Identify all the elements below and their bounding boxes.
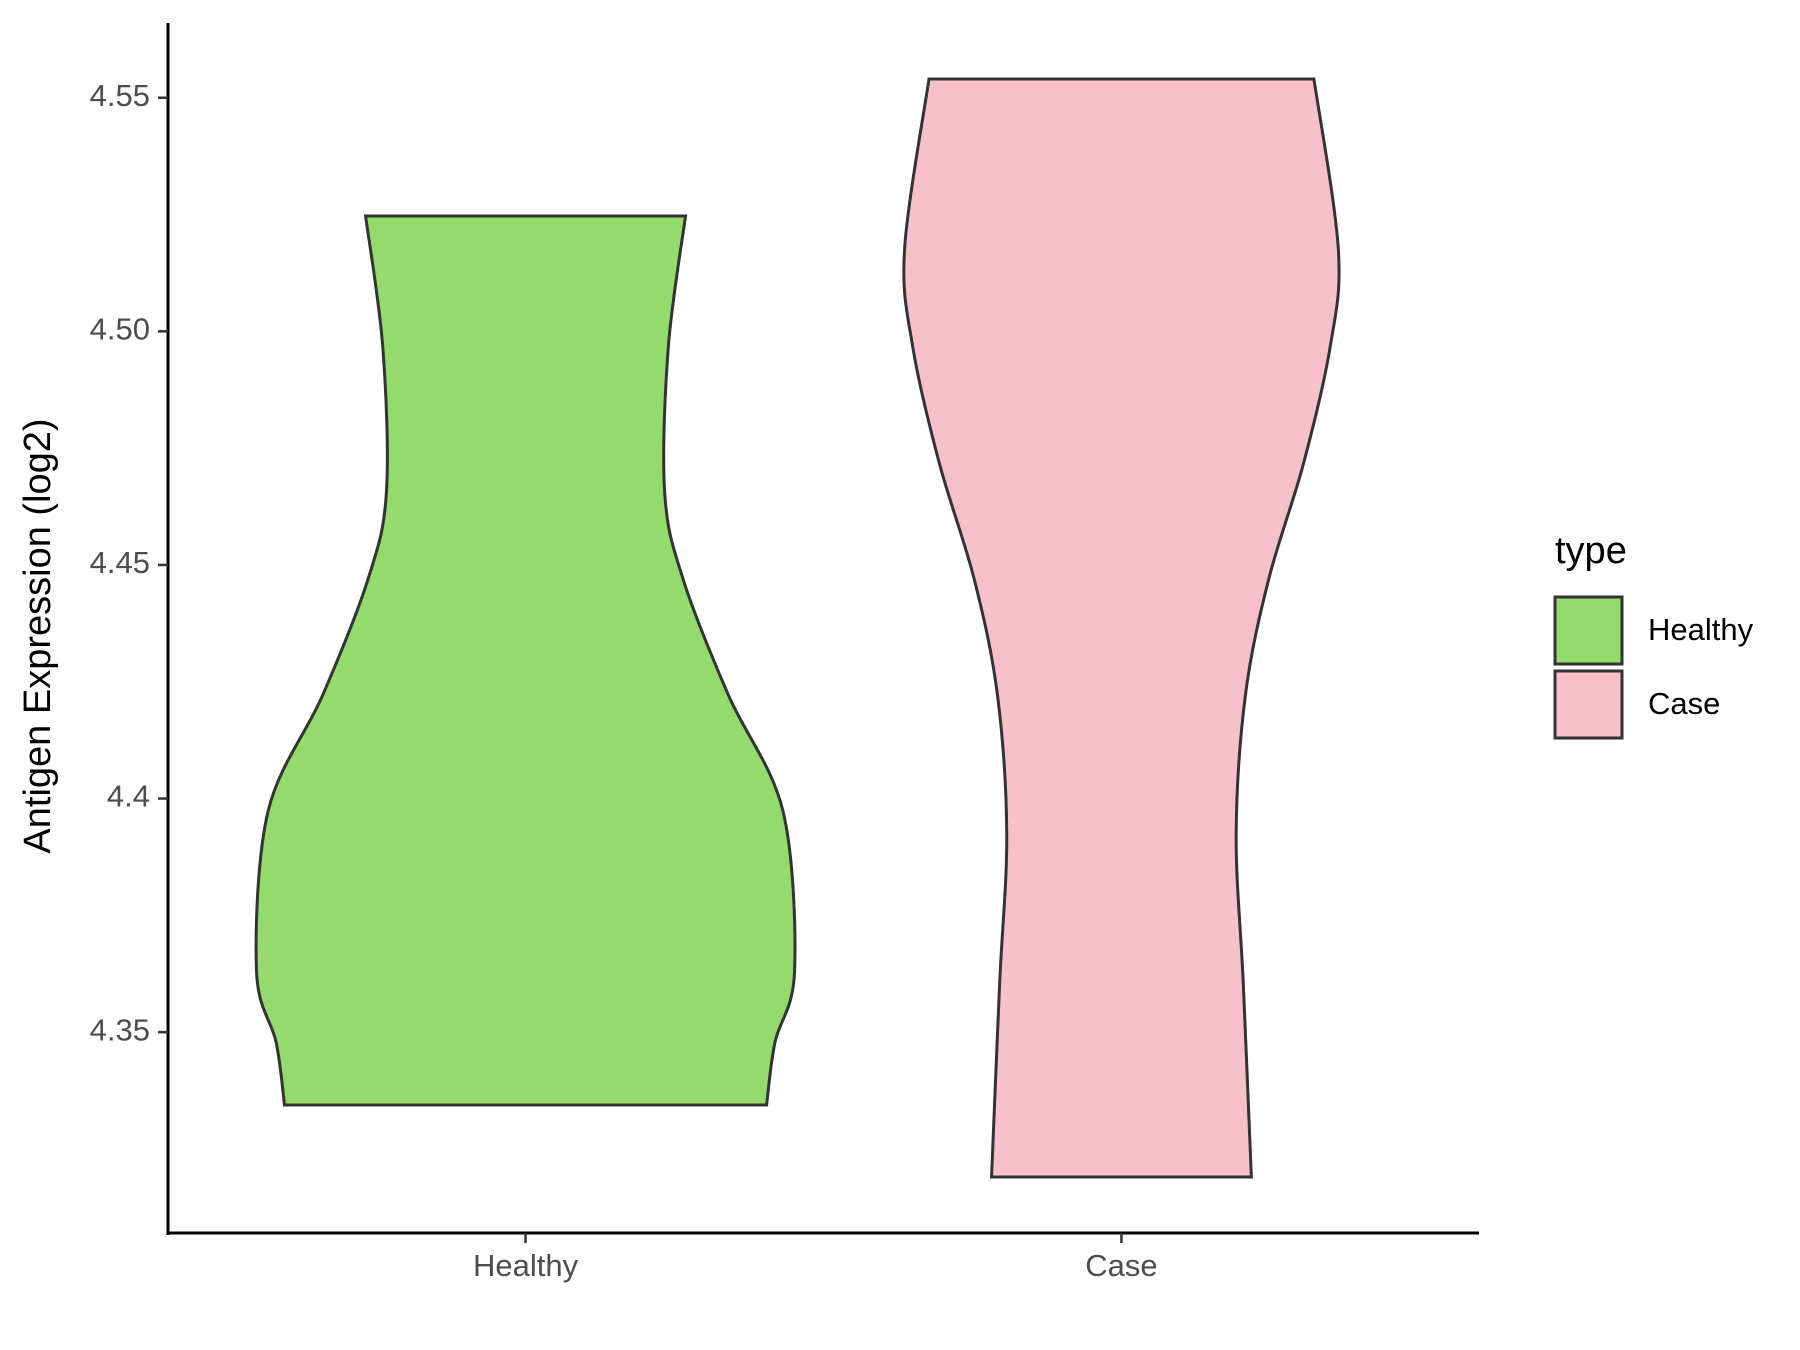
legend-label: Healthy xyxy=(1648,612,1754,647)
violin xyxy=(254,214,797,1107)
legend-key xyxy=(1553,595,1624,666)
legend-key xyxy=(1553,669,1624,740)
y-tick-label: 4.55 xyxy=(90,78,150,113)
x-tick-label: Case xyxy=(1085,1248,1157,1283)
legend-label: Case xyxy=(1648,686,1720,721)
y-tick-label: 4.4 xyxy=(107,779,150,814)
y-axis-title: Antigen Expression (log2) xyxy=(17,418,59,853)
y-tick-label: 4.50 xyxy=(90,312,150,347)
y-tick-label: 4.35 xyxy=(90,1012,150,1047)
x-tick-label: Healthy xyxy=(473,1248,579,1283)
violin xyxy=(902,77,1341,1179)
y-tick-label: 4.45 xyxy=(90,545,150,580)
legend-title: type xyxy=(1555,530,1627,572)
